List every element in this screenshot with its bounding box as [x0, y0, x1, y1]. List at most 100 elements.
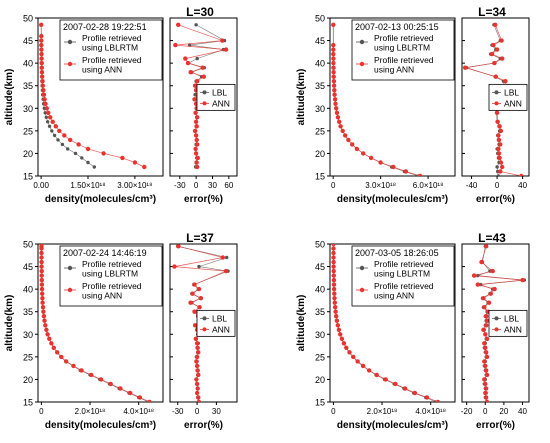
data-point-ann [98, 377, 104, 382]
legend-marker [67, 265, 73, 271]
legend-label: LBL [212, 313, 227, 323]
y-tick-label: 35 [23, 81, 33, 91]
y-tick-label: 20 [23, 149, 33, 159]
data-point-ann [393, 381, 398, 387]
data-point-ann [193, 133, 199, 138]
data-point-ann [484, 399, 490, 402]
data-point-ann [41, 314, 47, 319]
data-point-ann [347, 350, 352, 355]
data-point-ann [484, 314, 489, 319]
timestamp-label: 2007-02-28 19:22:51 [63, 22, 147, 32]
data-point-ann [484, 323, 489, 328]
data-point-ann [334, 106, 339, 111]
figure-panel: L=43 15 20 25 30 35 40 45 50 altitude(km) 0 2.0×10¹… [296, 231, 530, 431]
x-tick-label: 6.0×10¹⁸ [413, 181, 444, 190]
y-tick-label: 20 [315, 149, 325, 159]
data-point-ann [482, 377, 487, 382]
data-point-ann [331, 42, 336, 48]
data-point-ann [332, 92, 337, 97]
y-tick-label: 30 [315, 104, 325, 114]
data-point-ann [484, 244, 489, 249]
legend-marker [359, 265, 365, 271]
density-plot-frame [37, 17, 164, 177]
x-tick-label: 20 [499, 407, 508, 416]
timestamp-label: 2007-03-05 18:26:05 [355, 248, 439, 258]
data-point-lbl [43, 111, 47, 115]
data-point-ann [471, 273, 477, 278]
data-point-ann [39, 273, 44, 278]
y-tick-label: 40 [23, 59, 33, 69]
data-point-ann [194, 160, 199, 165]
data-point-ann [484, 395, 489, 400]
data-point-lbl [56, 138, 60, 142]
x-tick-label: 0 [39, 407, 44, 416]
data-point-ann [484, 336, 490, 341]
legend-label: ANN [504, 98, 522, 108]
data-point-ann [76, 142, 81, 147]
data-point-lbl [60, 142, 65, 147]
data-point-ann [39, 38, 44, 43]
data-point-ann [44, 327, 49, 332]
data-point-ann [498, 160, 504, 165]
panel-title: L=43 [478, 231, 506, 245]
legend-marker [202, 101, 207, 106]
y-tick-label: 35 [315, 307, 325, 317]
data-point-ann [147, 399, 152, 402]
density-plot-frame [37, 243, 164, 403]
x-tick-label: 0 [331, 181, 336, 190]
error-plot-frame [169, 243, 238, 403]
data-point-ann [40, 305, 46, 310]
data-point-ann [332, 97, 338, 102]
y-tick-label: 25 [315, 126, 325, 136]
data-point-ann [493, 22, 498, 27]
x-tick-label: 0 [194, 181, 199, 190]
legend-label: Profile retrieved using ANN [82, 281, 142, 301]
data-point-ann [482, 341, 487, 346]
data-point-lbl [195, 56, 199, 61]
data-point-ann [200, 65, 205, 70]
data-point-ann [173, 42, 178, 48]
data-point-ann [482, 359, 487, 364]
data-point-ann [332, 296, 337, 301]
data-point-ann [223, 268, 229, 274]
data-point-ann [367, 368, 372, 373]
data-point-ann [195, 142, 200, 147]
legend-box [59, 19, 163, 81]
data-point-lbl [47, 124, 52, 128]
data-point-ann [195, 79, 200, 84]
data-point-ann [39, 277, 44, 283]
error-legend-box [488, 309, 528, 337]
data-point-ann [492, 60, 497, 66]
data-point-ann [383, 377, 388, 382]
data-point-lbl [73, 151, 78, 156]
x-tick-label: 4.0×10¹⁸ [415, 407, 446, 416]
data-point-ann [355, 359, 360, 364]
data-point-ann [201, 74, 206, 79]
data-point-ann [489, 51, 495, 57]
data-point-ann [483, 345, 488, 350]
figure-panel: L=34 15 20 25 30 35 40 45 50 altitude(km) 0 3.0×10¹… [296, 5, 530, 205]
data-point-ann [331, 246, 336, 251]
data-point-ann [435, 399, 441, 402]
data-point-ann [192, 128, 198, 134]
data-point-ann [44, 106, 49, 111]
data-point-ann [195, 115, 200, 120]
data-point-ann [193, 336, 198, 341]
data-point-ann [484, 368, 489, 373]
data-point-ann [40, 74, 45, 79]
legend-label: Profile retrieved using ANN [374, 281, 434, 301]
data-point-ann [195, 155, 200, 161]
x-tick-label: 1.50×10¹⁸ [70, 181, 105, 190]
data-point-lbl [52, 133, 57, 138]
data-point-ann [335, 323, 340, 328]
x-tick-label: 40 [518, 181, 527, 190]
legend-marker [67, 61, 73, 67]
data-point-ann [51, 345, 56, 350]
data-point-ann [55, 350, 60, 355]
x-tick-label: 0.00 [33, 181, 49, 190]
data-point-ann [39, 47, 44, 52]
data-point-ann [368, 155, 374, 161]
x-tick-label: 30 [212, 407, 221, 416]
error-legend-box [196, 83, 236, 111]
data-point-ann [340, 128, 345, 134]
